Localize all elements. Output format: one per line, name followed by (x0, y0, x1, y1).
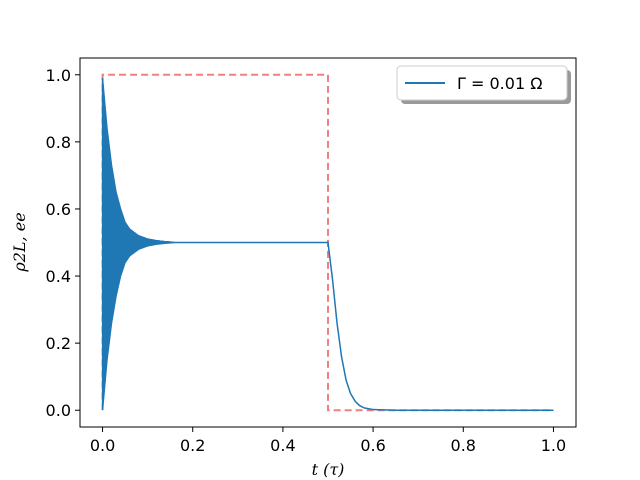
legend: Γ = 0.01 Ω (396, 65, 571, 104)
legend-box (396, 65, 568, 101)
x-tick-label: 1.0 (541, 436, 566, 455)
y-tick-label: 0.0 (46, 401, 71, 420)
series-gamma-line (101, 78, 554, 411)
y-axis-label: ρ2L, ee (10, 212, 29, 272)
y-tick-label: 0.4 (46, 267, 71, 286)
y-tick-label: 0.6 (46, 200, 71, 219)
x-axis-label: t (τ) (312, 460, 345, 479)
y-tick-label: 0.2 (46, 334, 71, 353)
x-tick-label: 0.8 (451, 436, 476, 455)
y-tick-label: 0.8 (46, 133, 71, 152)
ticks: 0.0 0.2 0.4 0.6 0.8 1.0 0.0 0.2 0.4 0.6 0.8 1.0 (46, 66, 567, 455)
x-tick-label: 0.2 (180, 436, 205, 455)
plot-area (101, 73, 554, 412)
legend-series-label: Γ = 0.01 Ω (457, 74, 542, 93)
x-tick-label: 0.6 (360, 436, 385, 455)
axes-frame (79, 57, 577, 428)
x-tick-label: 0.0 (90, 436, 115, 455)
x-tick-label: 0.4 (270, 436, 295, 455)
y-tick-label: 1.0 (46, 66, 71, 85)
